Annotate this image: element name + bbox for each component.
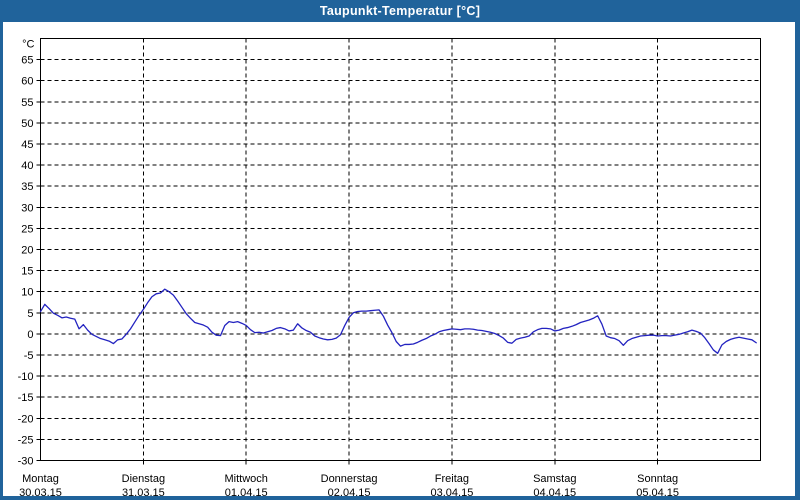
- day-date-label: 04.04.15: [533, 487, 576, 499]
- y-tick-label: 45: [21, 139, 33, 151]
- y-tick-label: -10: [18, 371, 34, 383]
- y-tick-label: 25: [21, 223, 33, 235]
- y-gridlines: [40, 59, 761, 440]
- day-name-label: Mittwoch: [225, 473, 268, 485]
- y-tick-label: 30: [21, 202, 33, 214]
- day-date-label: 31.03.15: [122, 487, 165, 499]
- day-name-label: Freitag: [435, 473, 469, 485]
- window-title-bar: Taupunkt-Temperatur [°C]: [0, 0, 800, 22]
- day-name-label: Montag: [22, 473, 59, 485]
- day-date-label: 05.04.15: [636, 487, 679, 499]
- y-tick-label: 60: [21, 76, 33, 88]
- day-date-label: 03.04.15: [431, 487, 474, 499]
- day-name-label: Donnerstag: [321, 473, 378, 485]
- y-tick-label: 50: [21, 118, 33, 130]
- y-tick-label: 40: [21, 160, 33, 172]
- y-tick-label: -20: [18, 413, 34, 425]
- x-gridlines: [142, 38, 659, 465]
- day-date-label: 30.03.15: [19, 487, 62, 499]
- y-tick-label: 10: [21, 287, 33, 299]
- y-tick-label: 65: [21, 55, 33, 67]
- y-tick-label: 20: [21, 245, 33, 257]
- y-tick-label: 35: [21, 181, 33, 193]
- y-tick-label: -15: [18, 392, 34, 404]
- y-tick-label: 5: [27, 308, 33, 320]
- plot-frame: [40, 38, 761, 461]
- y-tick-label: 55: [21, 97, 33, 109]
- y-tick-label: -5: [24, 350, 34, 362]
- day-date-label: 02.04.15: [328, 487, 371, 499]
- day-name-label: Dienstag: [122, 473, 165, 485]
- y-tick-label: -30: [18, 456, 34, 468]
- y-tick-label: 0: [27, 329, 33, 341]
- day-name-label: Sonntag: [637, 473, 678, 485]
- y-axis-unit-label: °C: [22, 39, 34, 51]
- day-name-label: Samstag: [533, 473, 576, 485]
- y-tick-label: -25: [18, 434, 34, 446]
- chart-background: [3, 22, 795, 496]
- chart-title: Taupunkt-Temperatur [°C]: [319, 4, 481, 18]
- y-tick-label: 15: [21, 266, 33, 278]
- y-axis-labels: 65605550454035302520151050-5-10-15-20-25…: [18, 39, 41, 468]
- series-line-taupunkt-temperatur: [39, 288, 757, 354]
- x-axis-day-labels: Montag 30.03.15 Dienstag 31.03.15 Mittwoch 01…: [19, 473, 679, 499]
- day-date-label: 01.04.15: [225, 487, 268, 499]
